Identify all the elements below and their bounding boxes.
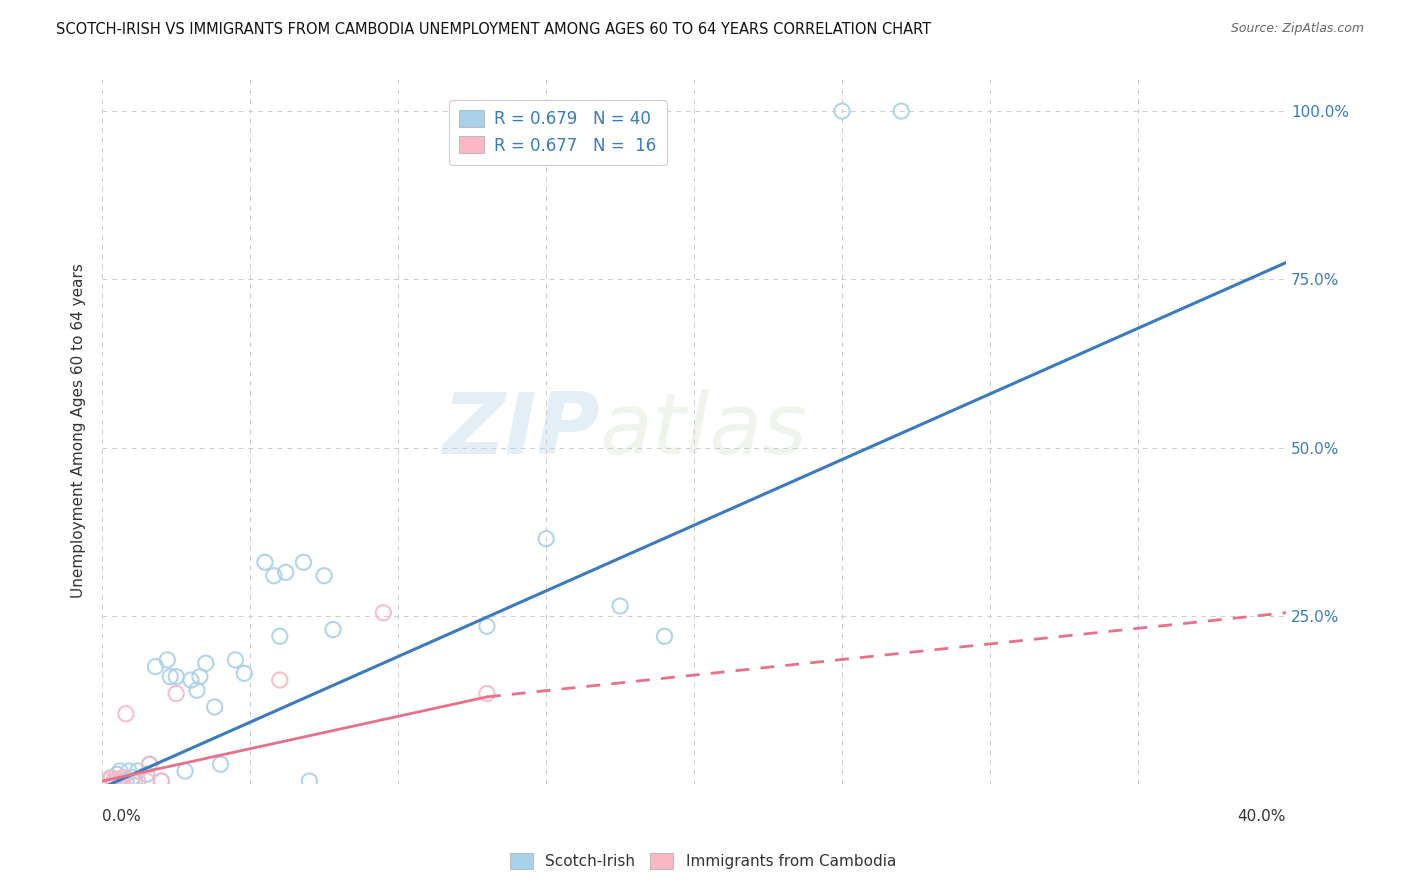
Text: atlas: atlas	[599, 390, 807, 473]
Point	[159, 670, 181, 684]
Point	[100, 771, 122, 785]
Point	[121, 771, 143, 785]
Point	[233, 666, 256, 681]
Point	[100, 771, 122, 785]
Point	[150, 774, 173, 789]
Text: ZIP: ZIP	[441, 390, 599, 473]
Point	[108, 764, 131, 778]
Point	[194, 657, 217, 671]
Point	[121, 774, 143, 789]
Point	[174, 764, 197, 778]
Text: 0.0%: 0.0%	[103, 809, 141, 824]
Point	[150, 774, 173, 789]
Point	[103, 774, 125, 789]
Point	[292, 555, 315, 569]
Point	[224, 653, 246, 667]
Point	[156, 653, 179, 667]
Point	[165, 670, 187, 684]
Point	[165, 687, 187, 701]
Point	[145, 659, 167, 673]
Point	[127, 764, 149, 778]
Point	[204, 700, 226, 714]
Text: Source: ZipAtlas.com: Source: ZipAtlas.com	[1230, 22, 1364, 36]
Point	[274, 566, 297, 580]
Y-axis label: Unemployment Among Ages 60 to 64 years: Unemployment Among Ages 60 to 64 years	[72, 263, 86, 599]
Point	[475, 687, 498, 701]
Point	[111, 771, 134, 785]
Point	[609, 599, 631, 613]
Text: 40.0%: 40.0%	[1237, 809, 1286, 824]
Point	[97, 774, 120, 789]
Point	[534, 532, 557, 546]
Point	[138, 757, 160, 772]
Point	[253, 555, 276, 569]
Point	[269, 629, 291, 643]
Point	[209, 757, 232, 772]
Point	[890, 104, 912, 119]
Point	[108, 774, 131, 789]
Point	[475, 619, 498, 633]
Point	[298, 774, 321, 789]
Point	[373, 606, 395, 620]
Point	[105, 767, 128, 781]
Point	[103, 774, 125, 789]
Legend: R = 0.679   N = 40, R = 0.677   N =  16: R = 0.679 N = 40, R = 0.677 N = 16	[450, 100, 666, 165]
Point	[105, 774, 128, 789]
Point	[654, 629, 676, 643]
Point	[115, 774, 138, 789]
Point	[135, 767, 157, 781]
Point	[186, 683, 208, 698]
Point	[124, 774, 146, 789]
Point	[188, 670, 211, 684]
Point	[831, 104, 853, 119]
Point	[135, 774, 157, 789]
Point	[138, 757, 160, 772]
Point	[180, 673, 202, 687]
Legend: Scotch-Irish, Immigrants from Cambodia: Scotch-Irish, Immigrants from Cambodia	[503, 847, 903, 875]
Point	[118, 764, 141, 778]
Point	[127, 774, 149, 789]
Point	[263, 568, 285, 582]
Point	[111, 771, 134, 785]
Point	[314, 568, 336, 582]
Point	[269, 673, 291, 687]
Point	[322, 623, 344, 637]
Text: SCOTCH-IRISH VS IMMIGRANTS FROM CAMBODIA UNEMPLOYMENT AMONG AGES 60 TO 64 YEARS : SCOTCH-IRISH VS IMMIGRANTS FROM CAMBODIA…	[56, 22, 931, 37]
Point	[115, 706, 138, 721]
